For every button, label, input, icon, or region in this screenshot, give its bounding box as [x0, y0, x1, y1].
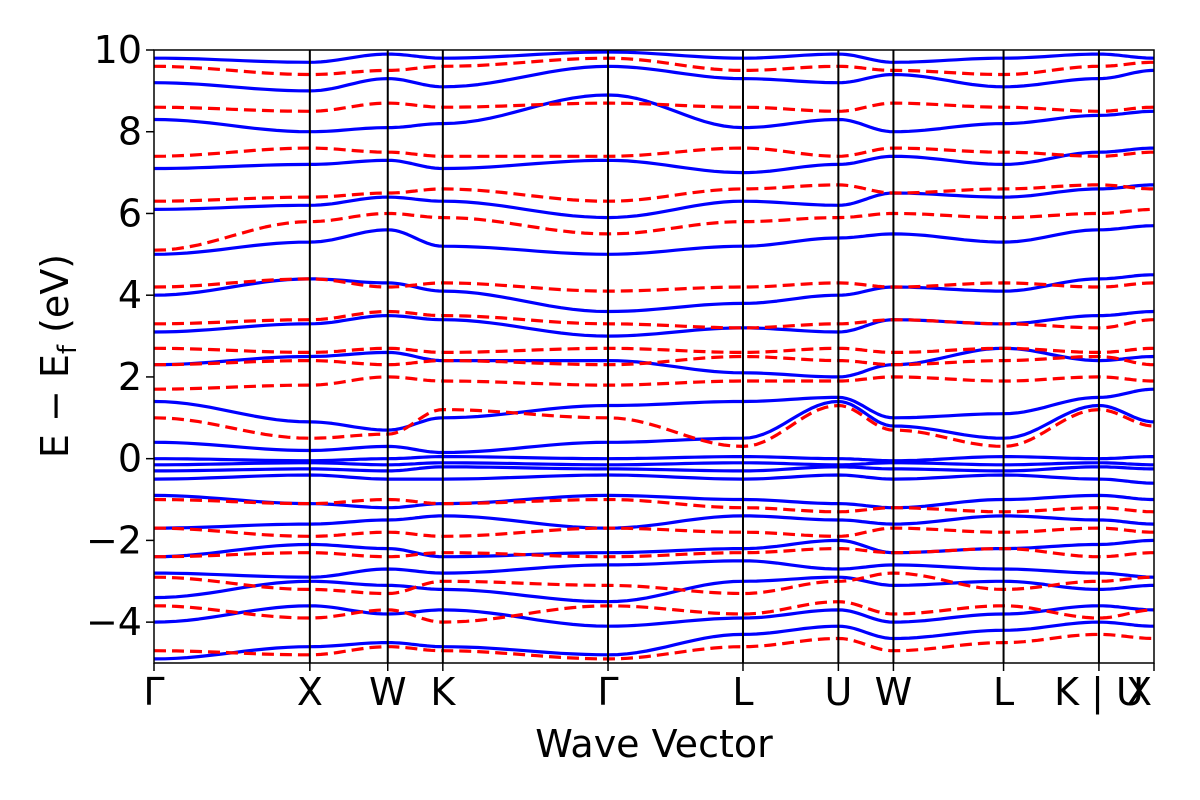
y-axis-label-main: E − E	[33, 354, 77, 458]
y-tick-label: 4	[118, 273, 142, 317]
plot-frame	[153, 49, 1155, 664]
y-tick-label: −4	[86, 600, 142, 644]
x-tick-label: U	[824, 670, 852, 714]
x-tick-label: Γ	[143, 670, 164, 714]
x-tick-label: K	[430, 670, 456, 714]
y-axis-label: E − Ef (eV)	[33, 254, 83, 458]
band-dashed-13	[154, 183, 1154, 203]
y-ticks-layer: −4 −2 0 2 4 6 8 10	[86, 28, 154, 644]
x-tick-label: W	[369, 670, 407, 714]
x-tick-label: W	[875, 670, 913, 714]
band-dashed-11	[154, 277, 1154, 293]
x-tick-label: Γ	[597, 670, 618, 714]
band-dashed-3	[154, 547, 1154, 559]
y-tick-label: 0	[118, 437, 142, 481]
x-tick-label: L	[732, 670, 753, 714]
y-tick-label: 2	[118, 355, 142, 399]
band-dashed-15	[154, 101, 1154, 113]
x-tick-label: X	[297, 670, 323, 714]
band-dashed-4	[154, 526, 1154, 538]
band-dashed-7	[154, 375, 1154, 391]
kpoint-lines-layer	[308, 50, 1100, 663]
y-tick-label: −2	[86, 518, 142, 562]
band-dashed-5	[154, 497, 1154, 514]
y-tick-label: 8	[118, 110, 142, 154]
band-dashed-9	[154, 346, 1154, 354]
band-dashed-8	[154, 354, 1154, 367]
y-tick-label: 6	[118, 191, 142, 235]
x-tick-label: K | U	[1054, 670, 1144, 715]
band-dashed-14	[154, 146, 1154, 158]
band-dashed-10	[154, 309, 1154, 330]
y-axis-label-unit: (eV)	[33, 254, 77, 345]
x-tick-label: X	[1126, 670, 1152, 714]
y-tick-label: 10	[94, 28, 142, 72]
band-dashed-2	[154, 571, 1154, 596]
band-dashed-0	[154, 632, 1154, 661]
x-tick-label: L	[993, 670, 1014, 714]
y-axis-label-subscript: f	[53, 344, 83, 354]
x-axis-label: Wave Vector	[535, 722, 773, 766]
band-dashed-16	[154, 56, 1154, 77]
band-dashed-1	[154, 600, 1154, 624]
